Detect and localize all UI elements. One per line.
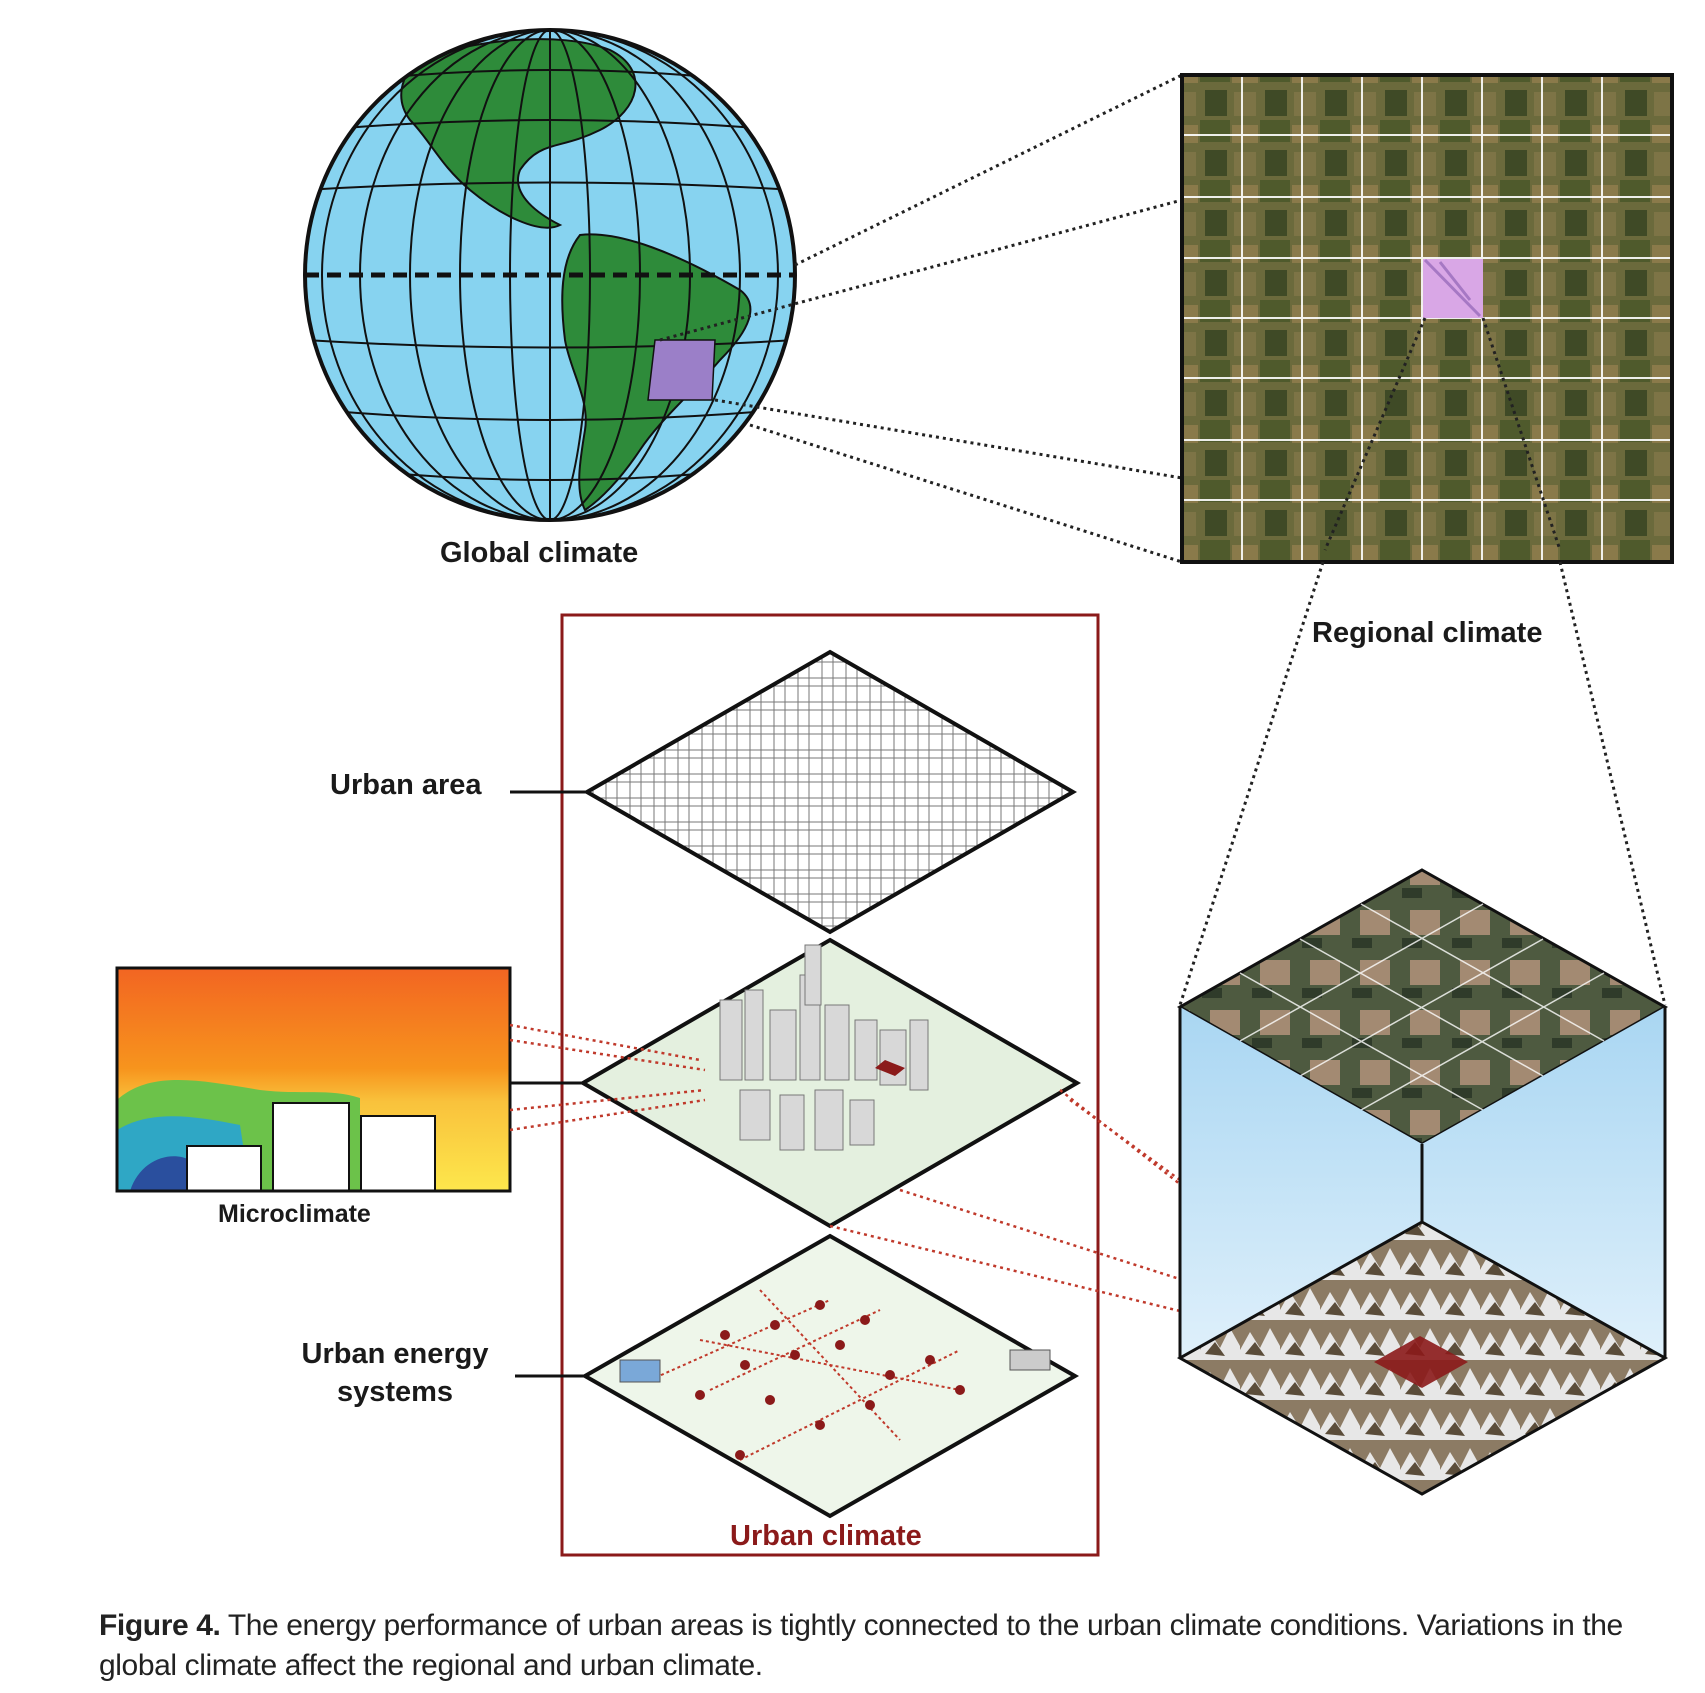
urban-area-label: Urban area — [330, 769, 482, 801]
highlight-region — [647, 339, 716, 401]
figure-caption: Figure 4. The energy performance of urba… — [99, 1606, 1689, 1686]
cube-highlight-cell — [1374, 1336, 1468, 1388]
microclimate-plot — [115, 966, 512, 1193]
caption-text: The energy performance of urban areas is… — [99, 1609, 1623, 1682]
urban-energy-systems-label: Urban energy systems — [301, 1338, 489, 1408]
regional-cube — [1176, 868, 1669, 1496]
highlighted-building — [875, 1060, 905, 1076]
global-climate-label: Global climate — [440, 537, 639, 569]
regional-map — [1180, 73, 1674, 564]
globe — [303, 28, 797, 522]
urban-climate-frame — [560, 613, 1100, 1557]
globe-to-regional-connectors — [659, 73, 1183, 564]
urban-area-layer — [582, 649, 1078, 935]
regional-climate-label: Regional climate — [1312, 617, 1543, 649]
microclimate-layer — [579, 937, 1081, 1229]
regional-to-cube-connectors — [1178, 317, 1667, 1006]
figure-number: Figure 4. — [99, 1609, 221, 1642]
microclimate-label: Microclimate — [218, 1200, 371, 1228]
energy-systems-layer — [580, 1233, 1080, 1519]
urban-climate-label: Urban climate — [730, 1520, 922, 1552]
climate-scales-diagram — [115, 28, 1674, 1557]
